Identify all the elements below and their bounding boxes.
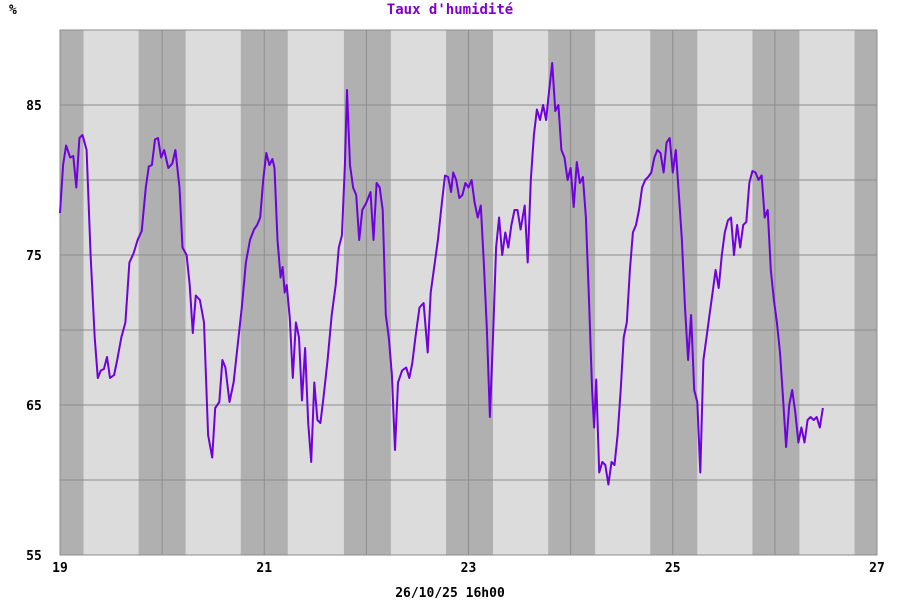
x-tick-label: 25 — [665, 561, 681, 576]
x-tick-label: 21 — [256, 561, 272, 576]
y-tick-label: 55 — [26, 549, 42, 564]
night-band — [854, 30, 877, 555]
plot-frame — [59, 29, 878, 556]
night-band — [343, 30, 391, 555]
chart-title: Taux d'humidité — [387, 2, 513, 18]
night-band — [752, 30, 800, 555]
y-unit-label: % — [9, 3, 17, 18]
x-tick-label: 23 — [461, 561, 477, 576]
night-band — [60, 30, 84, 555]
grid-lines — [60, 30, 877, 555]
timestamp-footer: 26/10/25 16h00 — [395, 586, 505, 600]
y-axis-tick-labels: 55 65 75 85 — [26, 99, 42, 564]
y-tick-label: 65 — [26, 399, 42, 414]
humidity-series-line — [59, 62, 824, 486]
x-axis-tick-labels: 19 21 23 25 27 — [52, 561, 885, 576]
x-tick-label: 27 — [869, 561, 885, 576]
night-band — [548, 30, 596, 555]
x-tick-label: 19 — [52, 561, 68, 576]
y-tick-label: 85 — [26, 99, 42, 114]
y-tick-label: 75 — [26, 249, 42, 264]
night-band — [650, 30, 698, 555]
